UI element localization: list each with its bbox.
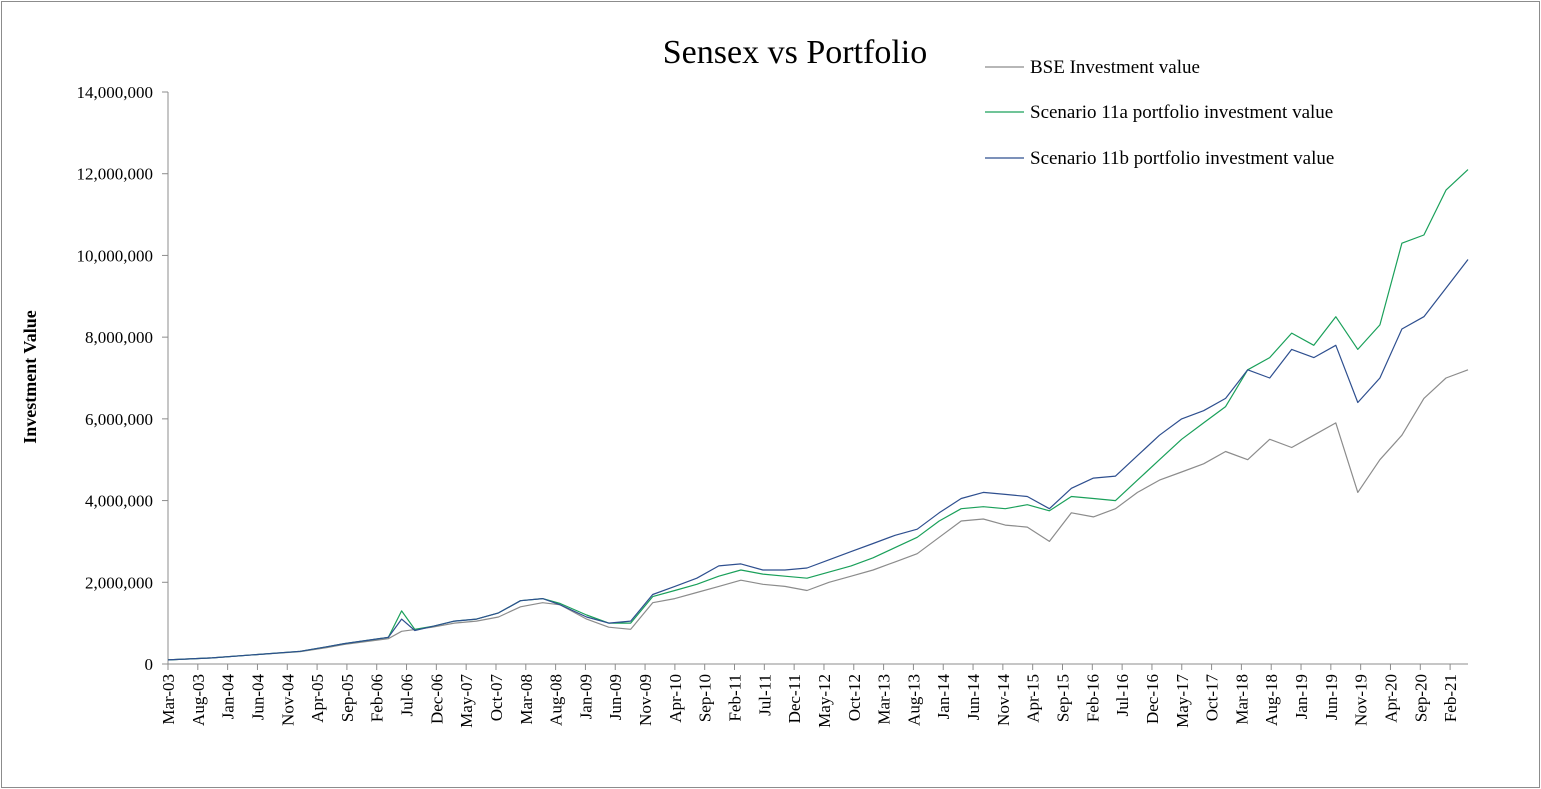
x-tick-label: Feb-16: [1083, 674, 1102, 722]
x-tick-label: Sep-15: [1053, 674, 1072, 722]
x-tick-label: Nov-09: [636, 674, 655, 726]
x-tick-label: Mar-08: [517, 674, 536, 725]
series-line-3: [167, 259, 1469, 661]
y-tick-label: 14,000,000: [77, 83, 154, 102]
x-tick-label: Jul-06: [398, 674, 417, 717]
x-tick-label: Aug-18: [1262, 674, 1281, 726]
x-tick-label: Sep-05: [338, 674, 357, 722]
x-tick-label: Jan-19: [1292, 674, 1311, 719]
legend: BSE Investment value Scenario 11a portfol…: [985, 57, 1334, 169]
x-tick-label: Oct-12: [845, 674, 864, 721]
x-tick-label: Nov-14: [994, 674, 1013, 726]
x-tick-label: Aug-08: [547, 674, 566, 726]
x-tick-label: Apr-05: [308, 674, 327, 723]
x-tick-label: Jul-16: [1113, 674, 1132, 717]
x-tick-label: Jan-09: [576, 674, 595, 719]
x-tick-label: Feb-11: [726, 674, 745, 722]
x-tick-label: Mar-03: [159, 674, 178, 725]
y-tick-label: 0: [145, 655, 154, 674]
series-line-1: [167, 369, 1469, 661]
x-tick-label: Jun-14: [964, 674, 983, 721]
x-tick-label: Jan-04: [219, 674, 238, 720]
y-tick-label: 4,000,000: [85, 492, 153, 511]
x-tick-label: Aug-13: [904, 674, 923, 726]
x-tick-label: Dec-16: [1143, 674, 1162, 724]
axes: 0 2,000,000 4,000,000 6,000,000 8,000,000 10,…: [77, 83, 1468, 728]
x-tick-label: Mar-13: [875, 674, 894, 725]
x-tick-label: Jan-14: [934, 674, 953, 720]
legend-label: Scenario 11a portfolio investment value: [1030, 102, 1333, 123]
legend-label: Scenario 11b portfolio investment value: [1030, 148, 1334, 169]
x-tick-label: Feb-21: [1441, 674, 1460, 722]
x-tick-label: Apr-10: [666, 674, 685, 723]
y-axis-label: Investment Value: [20, 310, 40, 444]
chart-title: Sensex vs Portfolio: [663, 34, 927, 71]
x-tick-label: Nov-19: [1352, 674, 1371, 726]
x-tick-label: May-07: [457, 674, 476, 728]
x-tick-label: Feb-06: [368, 674, 387, 722]
y-tick-label: 2,000,000: [85, 573, 153, 592]
y-tick-label: 8,000,000: [85, 328, 153, 347]
x-tick-label: Mar-18: [1232, 674, 1251, 725]
y-tick-label: 10,000,000: [77, 246, 154, 265]
x-tick-label: Dec-11: [785, 674, 804, 723]
x-tick-label: Jul-11: [755, 674, 774, 716]
x-tick-label: Jun-09: [606, 674, 625, 720]
x-tick-label: Sep-20: [1411, 674, 1430, 722]
x-tick-label: Aug-03: [189, 674, 208, 726]
y-tick-label: 12,000,000: [77, 165, 154, 184]
x-tick-label: Oct-07: [487, 674, 506, 722]
x-tick-label: Nov-04: [278, 674, 297, 726]
series-group: [167, 169, 1469, 661]
x-tick-label: Oct-17: [1203, 674, 1222, 722]
x-tick-label: May-17: [1173, 674, 1192, 728]
x-tick-label: Sep-10: [696, 674, 715, 722]
y-tick-label: 6,000,000: [85, 410, 153, 429]
x-tick-label: Jun-04: [248, 674, 267, 721]
x-tick-label: Jun-19: [1322, 674, 1341, 720]
x-tick-label: Dec-06: [427, 674, 446, 724]
x-tick-label: Apr-15: [1024, 674, 1043, 723]
x-tick-label: Apr-20: [1381, 674, 1400, 723]
legend-label: BSE Investment value: [1030, 57, 1200, 78]
x-tick-label: May-12: [815, 674, 834, 728]
